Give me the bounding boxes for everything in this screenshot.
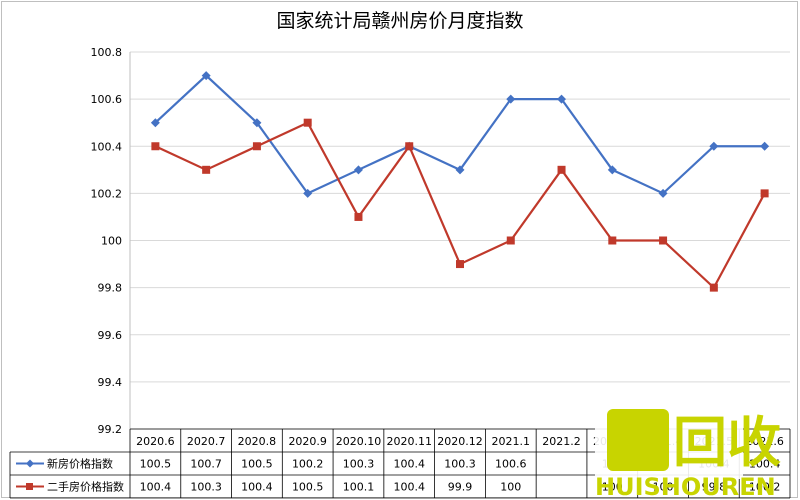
data-point — [658, 188, 668, 198]
table-cell: 100.1 — [343, 481, 375, 494]
table-cell: 100 — [500, 481, 521, 494]
y-tick-label: 100 — [101, 235, 122, 248]
data-point — [353, 165, 363, 175]
table-cell: 100.3 — [444, 458, 476, 471]
table-cell: 100.7 — [190, 458, 222, 471]
table-header-cell: 2021.2 — [542, 435, 581, 448]
data-point — [252, 118, 262, 128]
data-point — [709, 141, 719, 151]
table-cell: 100 — [602, 481, 623, 494]
table-header-cell: 2020.7 — [187, 435, 226, 448]
data-point — [252, 142, 261, 151]
table-cell: 99.8 — [702, 481, 727, 494]
y-tick-label: 100.8 — [91, 46, 123, 59]
table-header-cell: 2020.9 — [288, 435, 327, 448]
data-point — [150, 118, 160, 128]
legend-key-marker — [26, 483, 33, 490]
table-cell: 99.9 — [448, 481, 473, 494]
table-cell: 100.4 — [393, 481, 425, 494]
data-point — [201, 71, 211, 81]
table-header-cell: 2021.1 — [492, 435, 531, 448]
y-tick-label: 100.2 — [91, 187, 123, 200]
table-cell: 100.5 — [140, 458, 172, 471]
data-point — [760, 189, 769, 198]
table-header-cell: 2021.6 — [745, 435, 784, 448]
data-point — [456, 260, 464, 269]
legend-key-marker — [26, 459, 34, 468]
y-tick-label: 99.2 — [98, 423, 123, 436]
watermark-logo-text: 回收 — [673, 411, 781, 474]
table-cell: 100.4 — [241, 481, 273, 494]
data-point — [557, 165, 566, 174]
y-tick-label: 99.8 — [98, 282, 123, 295]
data-point — [151, 142, 160, 151]
table-header-cell: 2020.11 — [386, 435, 432, 448]
data-point — [506, 236, 515, 245]
table-header-cell: 2020.8 — [238, 435, 277, 448]
watermark-brand-text: HUISHOUREN — [595, 473, 776, 500]
data-point — [608, 236, 617, 245]
table-cell: 100.6 — [495, 458, 527, 471]
data-point — [354, 212, 363, 221]
data-point — [303, 118, 312, 127]
table-cell: 100.3 — [343, 458, 375, 471]
table-cell: 100.5 — [292, 481, 324, 494]
y-tick-label: 100.4 — [91, 140, 123, 153]
data-point — [659, 236, 668, 245]
watermark-logo: 回收 HUISHOUREN — [595, 395, 800, 500]
data-point — [405, 142, 414, 151]
table-header-cell: 2020.12 — [437, 435, 483, 448]
table-cell: 100.4 — [140, 481, 172, 494]
data-point — [455, 165, 465, 175]
data-point — [506, 94, 516, 104]
table-header-cell: 2020.6 — [136, 435, 175, 448]
data-point — [557, 94, 567, 104]
data-point — [760, 141, 770, 151]
logo-box — [607, 409, 669, 471]
data-point — [709, 283, 718, 292]
legend-label: 新房价格指数 — [47, 457, 113, 471]
series-line — [154, 74, 765, 195]
data-point — [607, 165, 617, 175]
y-tick-label: 99.6 — [98, 329, 123, 342]
table-cell: 100 — [653, 481, 674, 494]
table-cell: 100.4 — [749, 458, 781, 471]
data-point — [202, 165, 211, 174]
y-tick-label: 99.4 — [98, 376, 123, 389]
table-cell: 100.2 — [292, 458, 324, 471]
table-cell: 100.5 — [241, 458, 273, 471]
legend-label: 二手房价格指数 — [47, 480, 124, 494]
table-header-cell: 2020.10 — [336, 435, 382, 448]
data-point — [303, 188, 313, 198]
chart-title: 国家统计局赣州房价月度指数 — [276, 10, 524, 32]
table-cell: 100.2 — [749, 481, 781, 494]
table-cell: 100.3 — [190, 481, 222, 494]
table-cell: 100.4 — [393, 458, 425, 471]
y-tick-label: 100.6 — [91, 93, 123, 106]
